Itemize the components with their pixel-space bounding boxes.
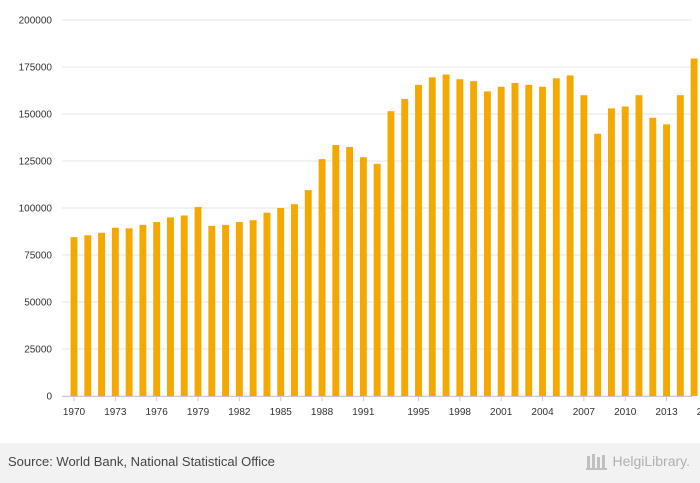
- bar-1993[interactable]: [387, 111, 395, 397]
- bar-1997[interactable]: [442, 74, 450, 397]
- bar-1971[interactable]: [84, 235, 92, 396]
- bar-2014[interactable]: [676, 95, 684, 396]
- bar-chart: 0 25000 50000 75000 100000 125000 150000 175000…: [19, 16, 700, 419]
- bar-1975[interactable]: [139, 224, 147, 396]
- source-text: Source: World Bank, National Statistical…: [8, 454, 275, 469]
- bar-1985[interactable]: [277, 208, 285, 396]
- bar-2000[interactable]: [483, 91, 491, 396]
- y-axis-ticks: 0 25000 50000 75000 100000 125000 150000 175000…: [19, 16, 53, 403]
- bar-series: [70, 58, 698, 397]
- bar-1998[interactable]: [456, 79, 464, 396]
- y-tick-label: 50000: [24, 298, 52, 309]
- y-tick-label: 75000: [24, 251, 52, 262]
- bar-2013[interactable]: [663, 124, 670, 396]
- x-tick-label: 1973: [104, 407, 127, 418]
- bar-1982[interactable]: [235, 222, 243, 396]
- bar-1970[interactable]: [70, 237, 78, 396]
- bar-1994[interactable]: [401, 98, 409, 397]
- bar-2001[interactable]: [497, 86, 505, 397]
- bar-2004[interactable]: [539, 86, 546, 397]
- x-tick-label: 1982: [228, 407, 251, 418]
- x-tick-label: 1979: [187, 407, 210, 418]
- x-tick-label: 1970: [63, 407, 86, 418]
- bar-2005[interactable]: [552, 78, 560, 396]
- bar-1979[interactable]: [194, 207, 202, 396]
- bar-1989[interactable]: [332, 145, 340, 396]
- bar-1987[interactable]: [304, 190, 312, 396]
- bar-1977[interactable]: [167, 217, 174, 396]
- x-tick-label: 2007: [573, 407, 596, 418]
- bar-1976[interactable]: [153, 222, 161, 396]
- bar-2006[interactable]: [566, 75, 574, 397]
- bar-2003[interactable]: [525, 84, 533, 397]
- x-tick-label: 1988: [311, 407, 334, 418]
- bar-1984[interactable]: [263, 212, 271, 396]
- y-tick-label: 150000: [19, 110, 53, 121]
- bar-2011[interactable]: [635, 95, 643, 396]
- x-tick-label: 1985: [270, 407, 293, 418]
- bar-2009[interactable]: [607, 108, 615, 397]
- bar-1978[interactable]: [180, 215, 188, 396]
- x-tick-label: 1991: [352, 407, 375, 418]
- bar-1991[interactable]: [359, 157, 367, 396]
- y-tick-label: 200000: [19, 16, 53, 27]
- bar-1992[interactable]: [373, 163, 381, 396]
- bar-2008[interactable]: [594, 133, 602, 397]
- y-tick-label: 175000: [19, 63, 53, 74]
- bar-2012[interactable]: [649, 117, 657, 396]
- bar-1983[interactable]: [249, 220, 257, 396]
- x-tick-label: 2013: [655, 407, 678, 418]
- bar-1986[interactable]: [291, 204, 298, 396]
- x-tick-label: 1976: [146, 407, 169, 418]
- bar-2002[interactable]: [511, 82, 519, 396]
- y-tick-label: 25000: [24, 345, 52, 356]
- bar-1995[interactable]: [415, 84, 422, 397]
- library-icon: [586, 454, 608, 470]
- bar-1981[interactable]: [222, 224, 230, 396]
- x-tick-label: 2004: [531, 407, 554, 418]
- x-tick-label: 2010: [614, 407, 637, 418]
- x-tick-label: 2001: [490, 407, 513, 418]
- x-tick-label: 1995: [407, 407, 430, 418]
- bar-1996[interactable]: [428, 77, 436, 396]
- bar-1980[interactable]: [208, 225, 216, 396]
- bar-1974[interactable]: [125, 228, 133, 396]
- bar-1990[interactable]: [346, 146, 354, 396]
- bar-2015[interactable]: [690, 58, 698, 396]
- bar-2007[interactable]: [580, 95, 588, 396]
- bar-1973[interactable]: [111, 227, 119, 396]
- x-tick-label: 1998: [449, 407, 472, 418]
- bar-1988[interactable]: [318, 159, 326, 396]
- bar-1972[interactable]: [98, 232, 106, 396]
- x-axis-ticks: 1970 1973 1976 1979 1982 1985 1988 1991 1995 1998…: [63, 396, 700, 418]
- footer: Source: World Bank, National Statistical…: [0, 443, 700, 483]
- bar-2010[interactable]: [621, 106, 629, 396]
- helgi-library-logo[interactable]: HelgiLibrary.: [586, 452, 690, 470]
- logo-text: HelgiLibrary.: [612, 453, 690, 469]
- y-tick-label: 125000: [19, 157, 53, 168]
- y-tick-label: 100000: [19, 204, 53, 215]
- y-tick-label: 0: [46, 392, 52, 403]
- x-tick-label: 2016: [697, 407, 700, 418]
- bar-1999[interactable]: [470, 81, 478, 396]
